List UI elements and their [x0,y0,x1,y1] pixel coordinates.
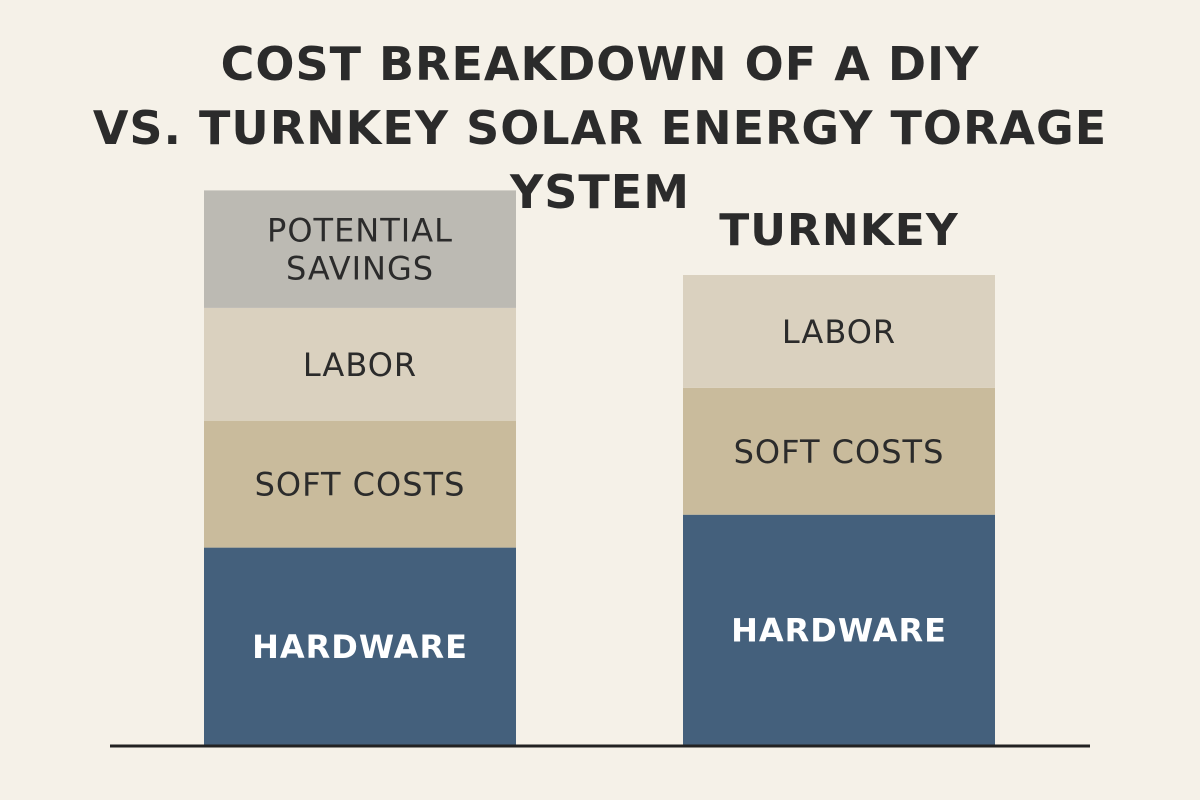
segment-label: HARDWARE [252,628,468,666]
segment-label: POTENTIAL [267,212,453,250]
segment-label: LABOR [782,313,896,351]
bar-segment-potential-savings [204,190,516,308]
title-line-2: VS. TURNKEY SOLAR ENERGY TORAGE YSTEM [92,101,1108,219]
segment-label: SOFT COSTS [255,466,466,504]
bar-segment-soft-costs [683,387,995,515]
category-label: TURNKEY [719,205,959,256]
segment-label: LABOR [303,346,417,384]
bar-segment-soft-costs [204,420,516,548]
segment-label: SOFT COSTS [734,433,945,471]
bar-segment-labor [683,275,995,388]
bar-segment-labor [204,307,516,421]
bar-segment-hardware [683,514,995,745]
chart-title: COST BREAKDOWN OF A DIY VS. TURNKEY SOLA… [0,32,1200,224]
bar-segment-hardware [204,547,516,745]
title-line-1: COST BREAKDOWN OF A DIY [220,37,980,91]
segment-label: SAVINGS [286,250,434,288]
segment-label: HARDWARE [731,611,947,649]
